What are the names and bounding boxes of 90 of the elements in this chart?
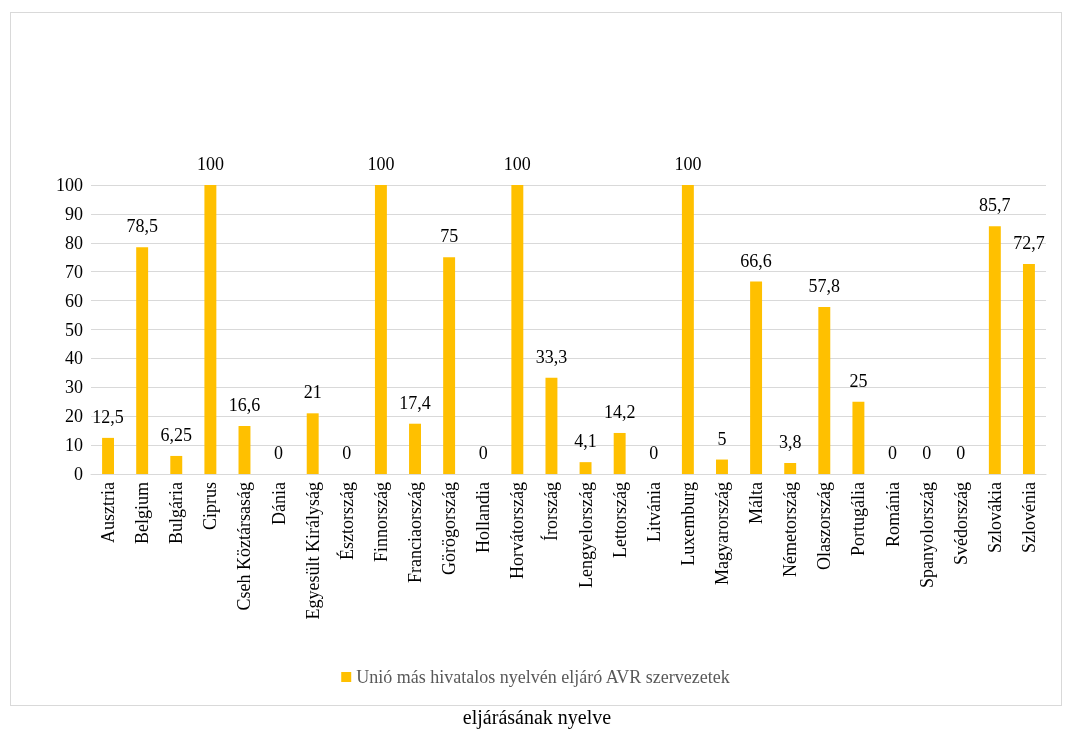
- x-tick-label: Franciaország: [405, 482, 426, 583]
- y-tick-label: 0: [74, 464, 83, 484]
- x-tick-label: Spanyolország: [916, 482, 937, 588]
- bar: [613, 432, 626, 474]
- x-tick-label: Magyarország: [711, 482, 732, 585]
- data-label: 57,8: [808, 275, 841, 296]
- data-label: 100: [674, 154, 702, 174]
- data-label: 100: [503, 154, 531, 174]
- data-label: 14,2: [603, 401, 636, 422]
- data-label: 72,7: [1013, 232, 1045, 253]
- bar: [579, 462, 592, 474]
- y-tick-label: 100: [56, 175, 83, 195]
- x-tick-label: Lettország: [609, 482, 630, 558]
- x-tick-label: Írország: [540, 482, 562, 541]
- x-tick-label: Finnország: [370, 482, 391, 562]
- bar: [170, 455, 183, 474]
- y-tick-label: 80: [65, 232, 83, 253]
- data-label: 66,6: [740, 250, 772, 271]
- data-label: 0: [342, 443, 352, 463]
- x-tick-label: Németország: [780, 482, 801, 577]
- data-label: 16,6: [228, 395, 261, 416]
- data-label: 0: [888, 443, 898, 463]
- data-label: 0: [649, 443, 659, 463]
- x-tick-label: Dánia: [268, 482, 289, 525]
- x-tick-label: Ausztria: [98, 482, 119, 543]
- bar: [136, 247, 149, 474]
- text: eljárásának nyelve: [461, 706, 613, 729]
- data-label: 78,5: [126, 216, 158, 237]
- data-label: 75: [440, 226, 459, 247]
- y-tick-label: 10: [65, 435, 83, 456]
- bar: [818, 306, 831, 474]
- x-tick-label: Hollandia: [473, 481, 494, 553]
- y-tick-label: 50: [65, 319, 83, 340]
- x-tick-label: Málta: [746, 482, 767, 524]
- x-tick-label: Svédország: [950, 482, 971, 565]
- data-label: 0: [274, 443, 284, 463]
- bar: [102, 437, 115, 474]
- x-tick-label: Luxemburg: [677, 482, 698, 566]
- y-tick-label: 90: [65, 203, 83, 224]
- data-label: 100: [196, 154, 224, 174]
- bar: [306, 413, 319, 474]
- x-tick-label: Egyesült Királyság: [302, 482, 323, 620]
- bar: [750, 281, 763, 474]
- bar: [988, 226, 1001, 474]
- bar: [374, 185, 387, 474]
- bar: [545, 377, 558, 474]
- bar: [716, 459, 728, 474]
- y-tick-label: 70: [65, 261, 83, 282]
- bar: [511, 185, 524, 474]
- data-label: 6,25: [160, 424, 193, 445]
- data-label: 21: [303, 382, 322, 403]
- bar: [204, 185, 217, 474]
- y-tick-label: 60: [65, 290, 83, 311]
- x-tick-label: Litvánia: [643, 482, 664, 542]
- x-tick-label: Románia: [882, 482, 903, 547]
- data-label: 4,1: [574, 431, 597, 452]
- data-label: 17,4: [399, 392, 431, 413]
- x-tick-label: Olaszország: [814, 482, 835, 570]
- bar: [409, 423, 421, 474]
- y-tick-label: 40: [65, 348, 83, 369]
- data-label: 100: [367, 154, 395, 174]
- y-tick-label: 20: [65, 406, 83, 427]
- x-tick-label: Horvátország: [507, 482, 528, 579]
- x-tick-label: Belgium: [132, 482, 153, 544]
- bar: [784, 463, 797, 474]
- data-label: 12,5: [92, 406, 124, 427]
- x-tick-label: Cseh Köztársaság: [234, 482, 255, 611]
- x-tick-label: Portugália: [848, 482, 869, 556]
- data-label: 33,3: [535, 346, 568, 367]
- x-tick-label: Lengyelország: [575, 482, 596, 588]
- data-label: 0: [922, 443, 932, 463]
- x-tick-label: Görögország: [439, 482, 460, 575]
- bar: [681, 185, 694, 474]
- data-label: 85,7: [979, 195, 1011, 216]
- x-tick-label: Szlovákia: [984, 481, 1005, 553]
- data-label: 5: [717, 428, 727, 449]
- x-tick-label: Ciprus: [200, 482, 221, 531]
- legend-label: Unió más hivatalos nyelvén eljáró AVR szervezetek: [356, 667, 730, 687]
- x-tick-label: Szlovénia: [1018, 481, 1039, 553]
- data-label: 0: [956, 443, 966, 463]
- data-label: 25: [849, 370, 868, 391]
- bar: [852, 401, 865, 474]
- bar: [1022, 263, 1035, 474]
- y-tick-label: 30: [65, 377, 83, 398]
- x-tick-label: Észtország: [335, 482, 357, 560]
- bar: [443, 257, 456, 474]
- bar: [238, 426, 251, 474]
- x-tick-label: Bulgária: [166, 481, 187, 544]
- data-label: 0: [478, 443, 488, 463]
- data-label: 3,8: [778, 432, 802, 453]
